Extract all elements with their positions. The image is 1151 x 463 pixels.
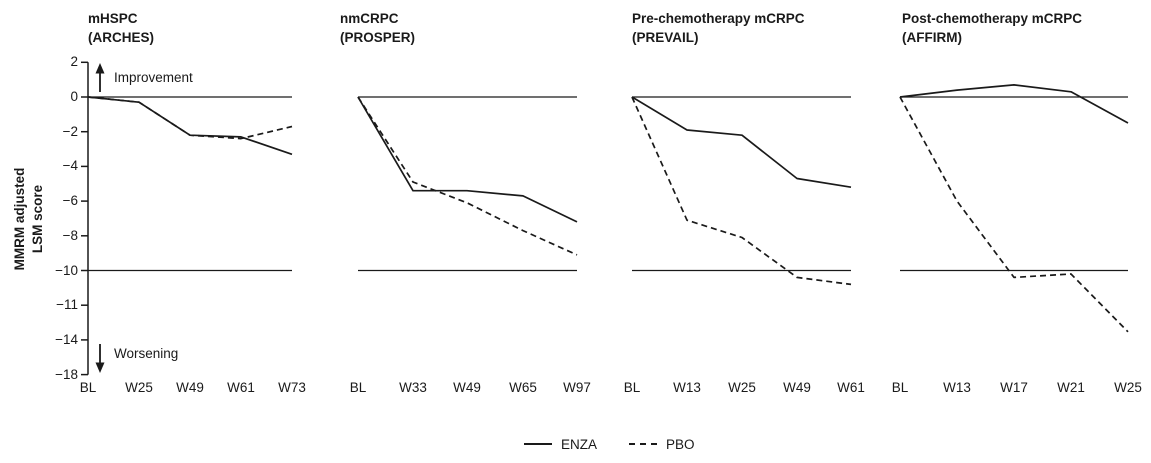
x-tick-label: W49 xyxy=(783,380,811,395)
pbo-dashed-line-icon xyxy=(629,443,658,445)
y-tick-label: −14 xyxy=(55,331,78,347)
x-tick-label: W73 xyxy=(278,380,306,395)
y-tick-label: −4 xyxy=(62,158,78,174)
y-tick-label: −6 xyxy=(62,193,78,209)
improvement-annotation: Improvement xyxy=(114,70,193,85)
x-tick-label: W33 xyxy=(399,380,427,395)
panel-title-prosper-line2: (PROSPER) xyxy=(340,30,416,45)
panel-title-affirm-line2: (AFFIRM) xyxy=(902,30,962,45)
x-tick-label: W21 xyxy=(1057,380,1085,395)
legend-label-pbo: PBO xyxy=(666,436,695,452)
panel-title-arches: mHSPC (ARCHES) xyxy=(88,9,154,47)
panel-title-affirm: Post-chemotherapy mCRPC (AFFIRM) xyxy=(902,9,1082,47)
x-tick-label: W13 xyxy=(943,380,971,395)
x-tick-label: BL xyxy=(79,380,97,395)
legend: ENZA PBO xyxy=(524,436,695,452)
enza-solid-line-icon xyxy=(524,443,552,445)
enza-line-prevail xyxy=(631,96,852,189)
panel-title-prevail: Pre-chemotherapy mCRPC (PREVAIL) xyxy=(632,9,805,47)
panel-title-prosper: nmCRPC (PROSPER) xyxy=(340,9,415,47)
y-axis-label-line2: LSM score xyxy=(30,184,45,254)
x-tick-label: W65 xyxy=(509,380,537,395)
y-axis-label: MMRM adjusted LSM score xyxy=(11,119,49,319)
x-tick-label: BL xyxy=(891,380,909,395)
legend-item-pbo: PBO xyxy=(629,437,695,452)
x-tick-label: W97 xyxy=(563,380,591,395)
improvement-arrow-icon xyxy=(95,63,105,74)
enza-line-arches xyxy=(87,96,293,156)
pbo-line-prosper xyxy=(357,96,578,256)
y-tick-label: 0 xyxy=(70,89,78,104)
x-tick-label: W17 xyxy=(1000,380,1028,395)
pbo-line-prevail xyxy=(631,96,852,286)
y-tick-label: −8 xyxy=(62,227,78,243)
x-tick-label: W49 xyxy=(453,380,481,395)
y-axis-label-line1: MMRM adjusted xyxy=(12,167,27,271)
panel-title-arches-line1: mHSPC xyxy=(88,11,138,26)
x-tick-label: BL xyxy=(623,380,641,395)
pbo-line-arches xyxy=(87,96,293,140)
y-tick-label: −11 xyxy=(56,297,78,313)
x-tick-label: W25 xyxy=(125,380,153,395)
x-tick-label: W49 xyxy=(176,380,204,395)
x-tick-label: BL xyxy=(349,380,367,395)
y-tick-label: 2 xyxy=(70,54,78,70)
worsening-arrow-icon xyxy=(95,362,105,373)
x-tick-label: W25 xyxy=(728,380,756,395)
y-tick-label: −10 xyxy=(55,262,78,278)
panel-title-affirm-line1: Post-chemotherapy mCRPC xyxy=(902,11,1083,26)
legend-label-enza: ENZA xyxy=(561,436,598,452)
worsening-annotation: Worsening xyxy=(114,346,179,361)
y-tick-label: −18 xyxy=(55,366,78,382)
legend-item-enza: ENZA xyxy=(524,437,597,452)
panel-title-prosper-line1: nmCRPC xyxy=(340,11,399,26)
enza-line-affirm xyxy=(899,84,1129,124)
panel-title-arches-line2: (ARCHES) xyxy=(88,30,154,45)
enza-line-prosper xyxy=(357,96,578,223)
x-tick-label: W61 xyxy=(837,380,865,395)
pbo-line-affirm xyxy=(899,96,1129,333)
panel-title-prevail-line1: Pre-chemotherapy mCRPC xyxy=(632,11,805,26)
x-tick-label: W25 xyxy=(1114,380,1142,395)
x-tick-label: W61 xyxy=(227,380,255,395)
y-tick-label: −2 xyxy=(62,123,78,139)
x-tick-label: W13 xyxy=(673,380,701,395)
panel-title-prevail-line2: (PREVAIL) xyxy=(632,30,699,45)
